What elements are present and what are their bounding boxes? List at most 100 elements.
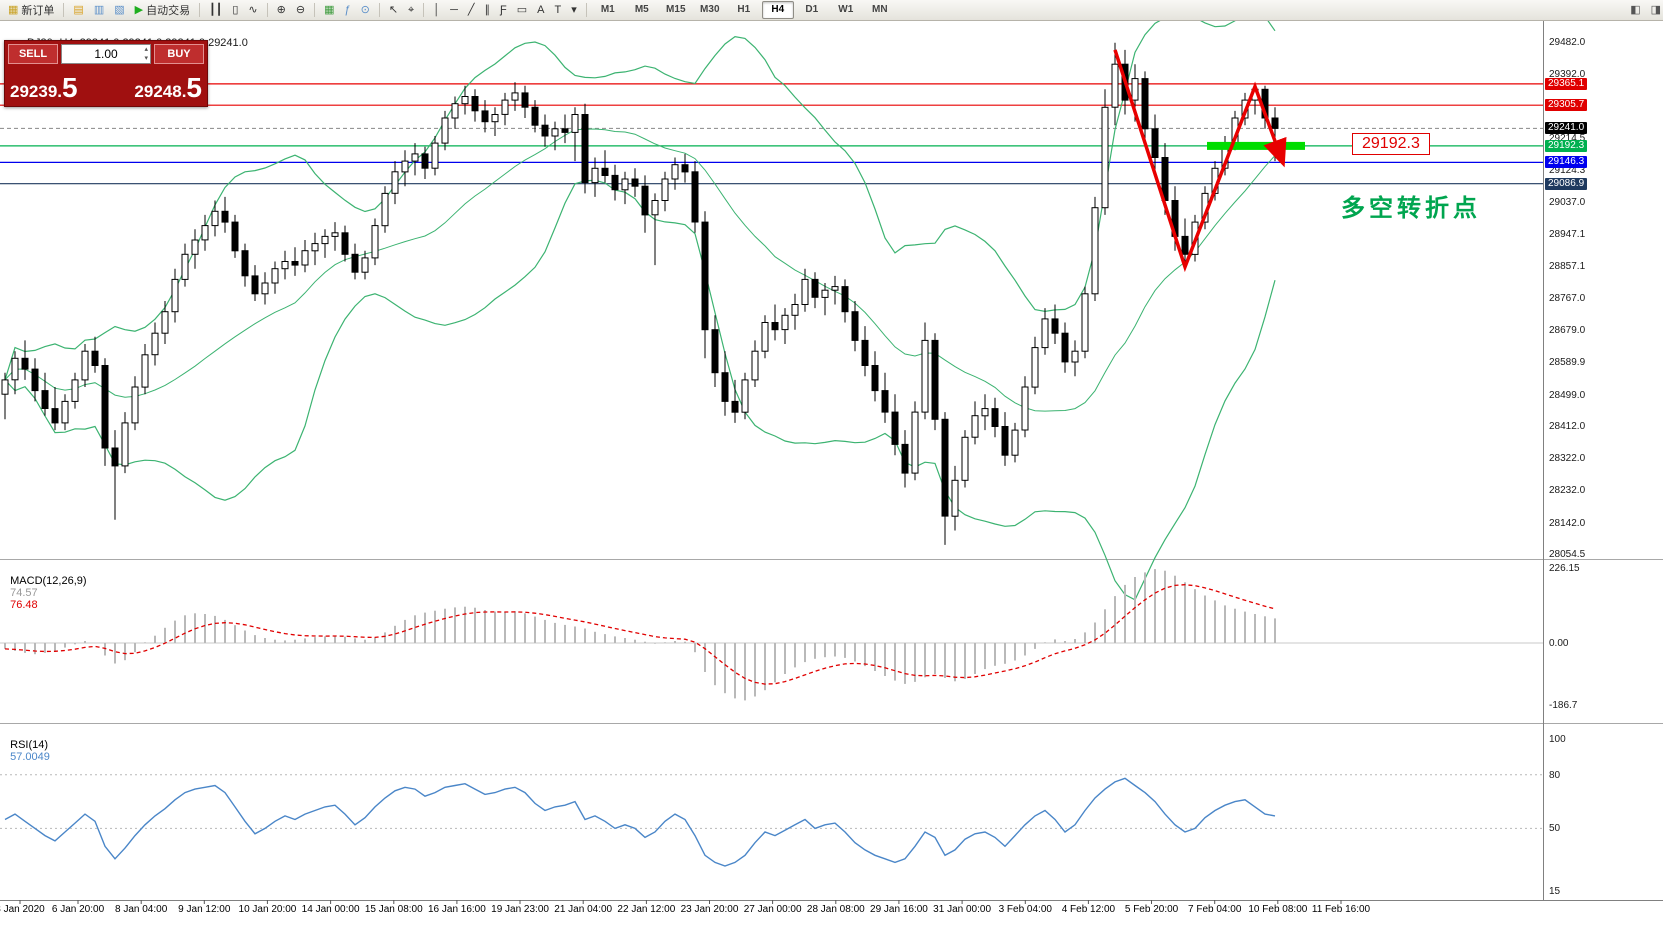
- candle: [611, 164, 619, 201]
- price-tick: 28054.5: [1549, 549, 1586, 560]
- auto-scroll-button[interactable]: ◨: [1647, 1, 1663, 20]
- candle: [921, 322, 929, 420]
- candle: [641, 175, 649, 233]
- candle: [1151, 114, 1159, 172]
- chart-shift-button[interactable]: ◧: [1626, 1, 1644, 20]
- candle: [861, 326, 869, 377]
- cursor-button[interactable]: ↖: [385, 1, 402, 20]
- price-tick: 28857.1: [1549, 261, 1586, 272]
- text-label-button[interactable]: T: [551, 1, 566, 20]
- bar-chart-button[interactable]: ┃┃: [205, 1, 226, 20]
- line-chart-button[interactable]: ∿: [244, 1, 261, 20]
- channel-button[interactable]: ∥: [481, 1, 495, 20]
- time-label: 3 Jan 2020: [0, 904, 45, 915]
- candle: [371, 218, 379, 266]
- timeframe-d1[interactable]: D1: [805, 4, 819, 15]
- candle: [701, 211, 709, 359]
- candle: [161, 301, 169, 344]
- price-tick: 28142.0: [1549, 518, 1586, 529]
- timeframe-m30[interactable]: M30: [700, 4, 720, 15]
- zoom-out-button[interactable]: ⊖: [292, 1, 309, 20]
- volume-spinner[interactable]: ▴ ▾: [144, 45, 148, 63]
- trendline-button[interactable]: ╱: [464, 1, 479, 20]
- candle: [651, 193, 659, 266]
- line-chart-icon: ∿: [248, 3, 258, 16]
- candle: [131, 376, 139, 431]
- candle: [61, 394, 69, 431]
- profiles-icon: ▤: [73, 3, 84, 16]
- shapes-button[interactable]: ▭: [513, 1, 531, 20]
- fibonacci-button[interactable]: Ƒ: [496, 1, 511, 20]
- price-line-label: 29365.1: [1545, 78, 1588, 90]
- candle: [201, 214, 209, 251]
- candle: [681, 153, 689, 183]
- price-tick: 29037.0: [1549, 197, 1586, 208]
- candle: [1001, 412, 1009, 466]
- rsi-value: 57.0049: [10, 751, 50, 763]
- candlestick-chart-button[interactable]: ▯: [228, 1, 242, 20]
- chart-shift-icon: ◧: [1630, 3, 1641, 16]
- candle: [181, 243, 189, 287]
- candle: [1081, 286, 1089, 359]
- sell-button[interactable]: SELL: [8, 44, 58, 64]
- candle: [811, 272, 819, 309]
- toolbar: ▦ 新订单 ▤ ▥ ▧ ▶ 自动交易 ┃┃ ▯ ∿ ⊕ ⊖ ▦ ƒ ⊙ ↖ ⌖ │ ─ ╱ ∥ Ƒ ▭ A T ▾ M1 M5 M15 M…: [0, 0, 1663, 21]
- market-watch-button[interactable]: ▥: [90, 1, 108, 20]
- candle: [241, 243, 249, 287]
- candle: [271, 261, 279, 294]
- price-line-label: 29146.3: [1545, 156, 1588, 168]
- candle: [221, 196, 229, 233]
- zoom-in-button[interactable]: ⊕: [273, 1, 290, 20]
- candle: [171, 268, 179, 323]
- new-order-button[interactable]: ▦ 新订单: [4, 1, 58, 20]
- candle: [891, 394, 899, 456]
- candle: [391, 161, 399, 205]
- price-tick: 28499.0: [1549, 390, 1586, 401]
- price-line-label: 29305.7: [1545, 99, 1588, 111]
- candle: [731, 379, 739, 423]
- time-label: 19 Jan 23:00: [491, 904, 549, 915]
- candle: [671, 157, 679, 190]
- text-button[interactable]: A: [533, 1, 548, 20]
- more-tools-button[interactable]: ▾: [567, 1, 581, 20]
- rsi-label: RSI(14) 57.0049: [4, 727, 50, 763]
- price-callout[interactable]: 29192.3: [1352, 133, 1430, 155]
- vertical-line-button[interactable]: │: [429, 1, 444, 20]
- toolbar-separator: [314, 3, 316, 17]
- profiles-button[interactable]: ▤: [69, 1, 87, 20]
- cursor-icon: ↖: [388, 3, 399, 16]
- crosshair-button[interactable]: ⌖: [404, 1, 418, 20]
- time-ticks: [19, 900, 1342, 904]
- candle: [741, 372, 749, 420]
- timeframe-mn[interactable]: MN: [872, 4, 888, 15]
- timeframe-m1[interactable]: M1: [600, 4, 615, 15]
- indicators-button[interactable]: ƒ: [340, 1, 354, 20]
- tile-windows-button[interactable]: ▦: [320, 1, 338, 20]
- periods-button[interactable]: ⊙: [357, 1, 374, 20]
- timeframe-w1[interactable]: W1: [838, 4, 854, 15]
- macd-signal-line: [4, 584, 1276, 685]
- spinner-up-icon[interactable]: ▴: [144, 46, 148, 53]
- timeframe-h1[interactable]: H1: [737, 4, 751, 15]
- horizontal-line-button[interactable]: ─: [446, 1, 462, 20]
- navigator-button[interactable]: ▧: [110, 1, 128, 20]
- auto-scroll-icon: ◨: [1650, 3, 1661, 16]
- candle: [1061, 322, 1069, 373]
- candle: [21, 340, 29, 380]
- timeframe-h4[interactable]: H4: [761, 1, 794, 19]
- candle: [71, 372, 79, 409]
- timeframe-m15[interactable]: M15: [666, 4, 686, 15]
- turning-point-note: 多空转折点: [1341, 194, 1481, 222]
- label-icon: T: [554, 3, 562, 16]
- buy-button[interactable]: BUY: [154, 44, 204, 64]
- candle: [961, 430, 969, 488]
- timeframe-m5[interactable]: M5: [634, 4, 649, 15]
- candle: [601, 150, 609, 183]
- auto-trading-button[interactable]: ▶ 自动交易: [131, 1, 194, 20]
- channel-icon: ∥: [484, 3, 491, 16]
- candle: [951, 465, 959, 531]
- volume-input[interactable]: 1.00 ▴ ▾: [61, 44, 151, 64]
- spinner-down-icon[interactable]: ▾: [144, 55, 148, 62]
- candle: [561, 114, 569, 144]
